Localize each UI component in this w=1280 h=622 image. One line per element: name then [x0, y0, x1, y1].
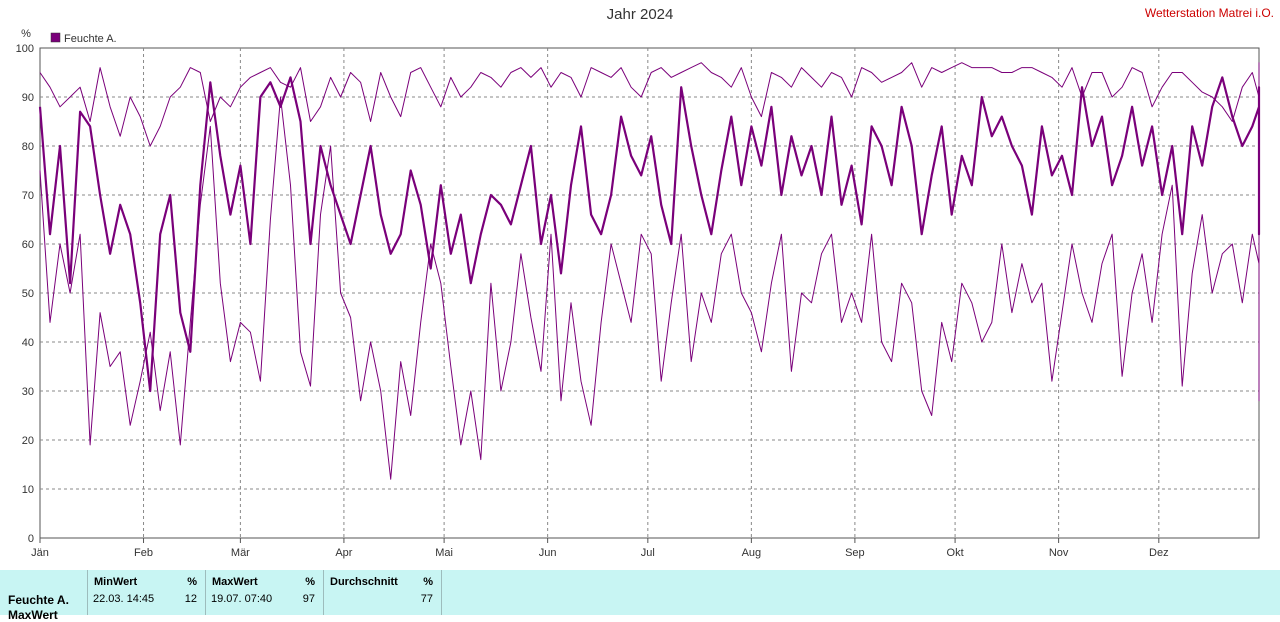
- y-tick-label: 10: [22, 484, 34, 496]
- max-header: MaxWert: [212, 576, 258, 588]
- min-timestamp: 22.03. 14:45: [93, 593, 155, 605]
- x-tick-label: Jun: [539, 547, 557, 559]
- x-tick-label: Feb: [134, 547, 153, 559]
- x-tick-label: Apr: [335, 547, 352, 559]
- y-tick-label: 100: [16, 43, 34, 55]
- min-cell: MinWert % 22.03. 14:45 12: [88, 570, 206, 615]
- x-tick-label: Aug: [742, 547, 762, 559]
- x-tick-label: Sep: [845, 547, 865, 559]
- x-tick-label: Jän: [31, 547, 49, 559]
- avg-value: 77: [420, 593, 433, 605]
- y-axis-label: %: [21, 28, 31, 40]
- label-cell: [0, 570, 88, 615]
- min-header: MinWert: [94, 576, 138, 588]
- avg-cell: Durchschnitt % 77: [324, 570, 442, 615]
- min-value: 12: [184, 593, 197, 605]
- max-cell: MaxWert % 19.07. 07:40 97: [206, 570, 324, 615]
- y-tick-label: 60: [22, 239, 34, 251]
- y-tick-label: 90: [22, 92, 34, 104]
- axis-layer: 0 10 20 30 40 50 60 70 80 90 100% Jän Feb Mär Apr Mai Ju…: [16, 28, 1169, 559]
- max-unit: %: [305, 576, 315, 588]
- legend-layer: Feuchte A.: [50, 32, 117, 45]
- legend-label: Feuchte A.: [64, 33, 117, 45]
- y-tick-label: 80: [22, 141, 34, 153]
- station-name: Wetterstation Matrei i.O.: [1144, 6, 1274, 20]
- x-tick-label: Mai: [435, 547, 453, 559]
- y-tick-label: 50: [22, 288, 34, 300]
- max-timestamp: 19.07. 07:40: [211, 593, 273, 605]
- series-line-min: [39, 96, 1260, 480]
- stats-footer: MinWert % 22.03. 14:45 12 MaxWert % 19.0…: [0, 570, 1280, 615]
- footer-row-label: Feuchte A.: [8, 593, 69, 607]
- x-tick-label: Dez: [1149, 547, 1169, 559]
- avg-header: Durchschnitt: [330, 576, 398, 588]
- legend-swatch: [50, 32, 61, 43]
- x-tick-label: Nov: [1049, 547, 1069, 559]
- series-line-max: [39, 62, 1260, 147]
- series-layer: [38, 62, 1261, 480]
- y-tick-label: 30: [22, 386, 34, 398]
- max-value: 97: [302, 593, 315, 605]
- footer-row-sublabel: MaxWert: [8, 608, 58, 622]
- grid-layer: [39, 47, 1260, 539]
- y-tick-label: 70: [22, 190, 34, 202]
- avg-unit: %: [423, 576, 433, 588]
- y-tick-label: 40: [22, 337, 34, 349]
- x-tick-label: Mär: [231, 547, 250, 559]
- min-unit: %: [187, 576, 197, 588]
- y-tick-label: 20: [22, 435, 34, 447]
- y-tick-label: 0: [28, 533, 34, 545]
- x-tick-label: Okt: [947, 547, 964, 559]
- humidity-chart: 0 10 20 30 40 50 60 70 80 90 100% Jän Feb Mär Apr Mai Ju…: [16, 28, 1261, 559]
- x-tick-label: Jul: [641, 547, 655, 559]
- chart-title: Jahr 2024: [606, 6, 674, 23]
